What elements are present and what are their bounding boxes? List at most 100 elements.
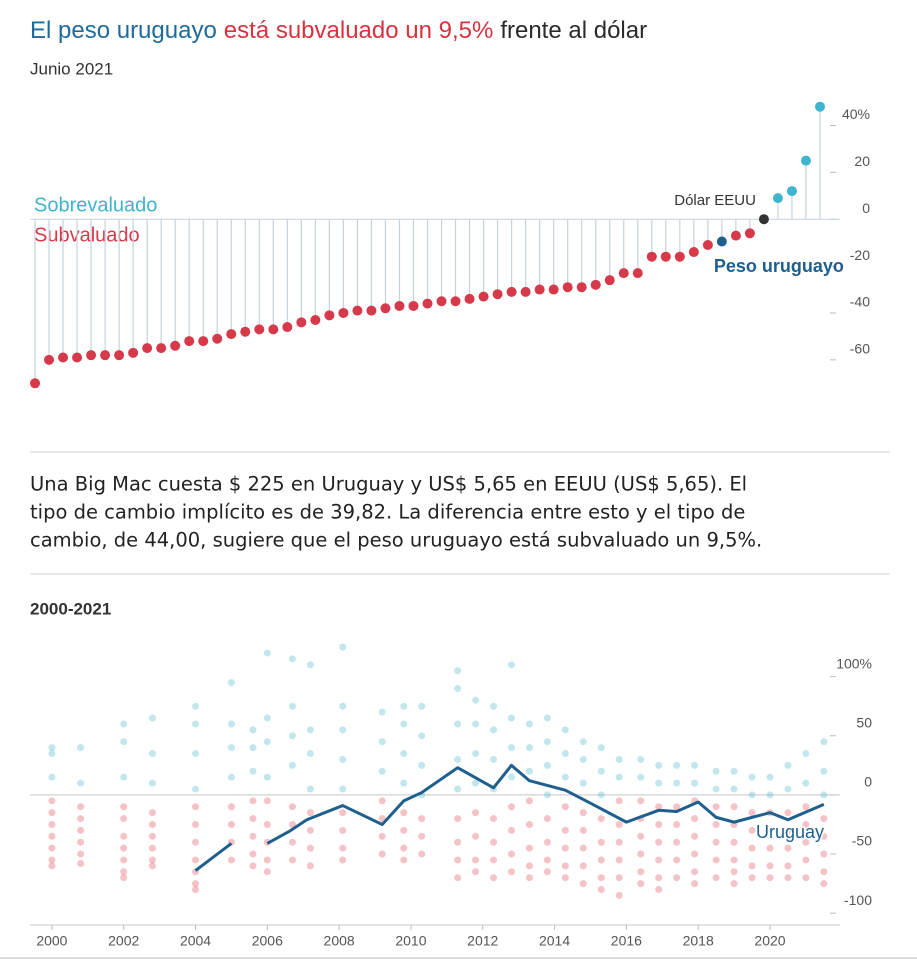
dot <box>579 738 587 746</box>
dot <box>655 761 663 769</box>
dot <box>400 720 408 728</box>
dot <box>548 284 559 295</box>
dot <box>366 305 377 316</box>
dot <box>418 832 426 840</box>
dot <box>730 803 738 811</box>
dot <box>378 738 386 746</box>
dot <box>306 826 314 834</box>
dot <box>579 826 587 834</box>
dot <box>156 343 167 354</box>
dot <box>310 315 321 325</box>
dot <box>148 832 156 840</box>
dot <box>597 838 605 846</box>
dot <box>58 352 69 363</box>
dot <box>454 785 462 793</box>
dot <box>748 826 756 834</box>
dot <box>712 820 720 828</box>
dot <box>802 750 810 758</box>
dot <box>561 862 569 870</box>
dot <box>784 785 792 793</box>
negative-label: Subvaluado <box>34 224 140 246</box>
dot <box>192 838 200 846</box>
dot <box>637 797 645 805</box>
title-part: está subvaluado un 9,5% <box>224 17 494 44</box>
dot <box>454 838 462 846</box>
dot <box>120 803 128 811</box>
dot <box>192 720 200 728</box>
dot <box>490 702 498 710</box>
dot <box>604 275 615 286</box>
dot <box>543 738 551 746</box>
dot <box>400 750 408 758</box>
dot <box>744 228 755 239</box>
dot <box>543 856 551 864</box>
dot <box>120 874 128 882</box>
dot <box>249 815 257 823</box>
dot <box>506 286 517 297</box>
dot <box>784 761 792 769</box>
dot <box>660 251 671 262</box>
dot <box>597 856 605 864</box>
dot <box>418 702 426 710</box>
annotation: Peso uruguayo <box>714 256 844 276</box>
dot <box>338 307 349 318</box>
dot <box>784 874 792 882</box>
dot <box>263 738 271 746</box>
dot <box>306 785 314 793</box>
dot <box>170 340 181 351</box>
dot <box>44 354 55 365</box>
dot <box>100 350 111 361</box>
dot <box>748 844 756 852</box>
dot <box>454 856 462 864</box>
dot <box>525 797 533 805</box>
dot <box>673 838 681 846</box>
dot <box>400 856 408 864</box>
dot <box>418 850 426 858</box>
dot <box>637 832 645 840</box>
dot <box>418 761 426 769</box>
dot <box>507 803 515 811</box>
dot <box>472 720 480 728</box>
dot <box>691 850 699 858</box>
dot <box>637 850 645 858</box>
dot <box>800 155 811 166</box>
dot <box>339 809 347 817</box>
dot <box>507 773 515 781</box>
dot <box>288 856 296 864</box>
dot <box>561 874 569 882</box>
dot <box>579 862 587 870</box>
dot <box>590 279 601 290</box>
subtitle: Junio 2021 <box>30 59 113 78</box>
dot <box>120 832 128 840</box>
dot <box>772 193 783 204</box>
dot <box>561 844 569 852</box>
dot <box>615 856 623 864</box>
y-tick-label: -40 <box>850 294 870 310</box>
y-tick-label: 40% <box>842 106 870 122</box>
dot <box>306 862 314 870</box>
dot <box>637 773 645 781</box>
dot <box>615 797 623 805</box>
dot <box>120 720 128 728</box>
dot <box>454 720 462 728</box>
dot <box>712 838 720 846</box>
dot <box>378 767 386 775</box>
dot <box>472 779 480 787</box>
dot <box>227 773 235 781</box>
dot <box>730 230 741 241</box>
dot <box>227 803 235 811</box>
dot <box>148 862 156 870</box>
dot <box>48 744 56 752</box>
dot <box>450 296 461 307</box>
dot <box>472 868 480 876</box>
dot <box>802 838 810 846</box>
dot <box>212 333 223 344</box>
dot <box>306 661 314 669</box>
dot <box>263 868 271 876</box>
dot <box>472 750 480 758</box>
dot <box>561 726 569 734</box>
dot <box>249 850 257 858</box>
dot <box>48 750 56 758</box>
x-tick-label: 2002 <box>108 933 139 949</box>
